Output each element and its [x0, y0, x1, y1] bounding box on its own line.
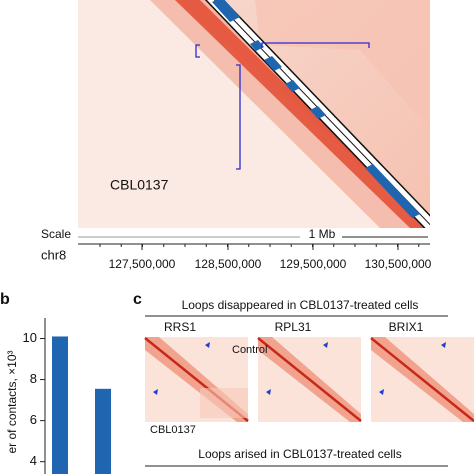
position-ticks: 127,500,000 128,500,000 129,500,000 130,500… — [99, 244, 432, 271]
hic-map — [78, 0, 430, 228]
section-title: Loops arised in CBL0137-treated cells — [198, 447, 401, 461]
treated-label: CBL0137 — [150, 424, 196, 436]
mini-map-block — [200, 388, 248, 418]
loop-marker — [153, 389, 158, 395]
loop-marker — [205, 342, 210, 348]
panel-letter: b — [0, 291, 10, 308]
bar — [95, 388, 111, 474]
loop-marker — [323, 342, 328, 348]
position-label: 130,500,000 — [365, 257, 432, 271]
bar-chart: 4 6 8 10 — [23, 330, 111, 474]
y-tick-label: 6 — [30, 412, 37, 427]
gene-label: RPL31 — [275, 320, 312, 334]
loop-maps: RRS1 RPL31 BRIX1 — [144, 320, 474, 422]
sample-label: CBL0137 — [110, 177, 169, 193]
y-axis-label: er of contacts, ×10³ — [5, 350, 19, 453]
gene-label: RRS1 — [164, 320, 196, 334]
position-label: 128,500,000 — [195, 257, 262, 271]
position-label: 127,500,000 — [109, 257, 176, 271]
gene-label: BRIX1 — [389, 320, 424, 334]
y-tick-label: 10 — [23, 330, 37, 345]
loop-marker — [441, 342, 446, 348]
mini-map-diagonal — [257, 337, 362, 422]
y-tick-label: 4 — [30, 453, 37, 468]
y-tick-label: 8 — [30, 371, 37, 386]
mini-map-diagonal — [370, 337, 474, 422]
section-title: Loops disappeared in CBL0137-treated cel… — [182, 298, 419, 312]
scale-bar-label: 1 Mb — [309, 227, 336, 241]
panel-letter: c — [133, 291, 142, 308]
loop-marker — [266, 389, 271, 395]
bar — [52, 336, 68, 474]
control-label: Control — [232, 344, 267, 356]
position-label: 129,500,000 — [280, 257, 347, 271]
chrom-label: chr8 — [41, 247, 66, 262]
loop-marker — [379, 389, 384, 395]
scale-label: Scale — [41, 227, 71, 241]
